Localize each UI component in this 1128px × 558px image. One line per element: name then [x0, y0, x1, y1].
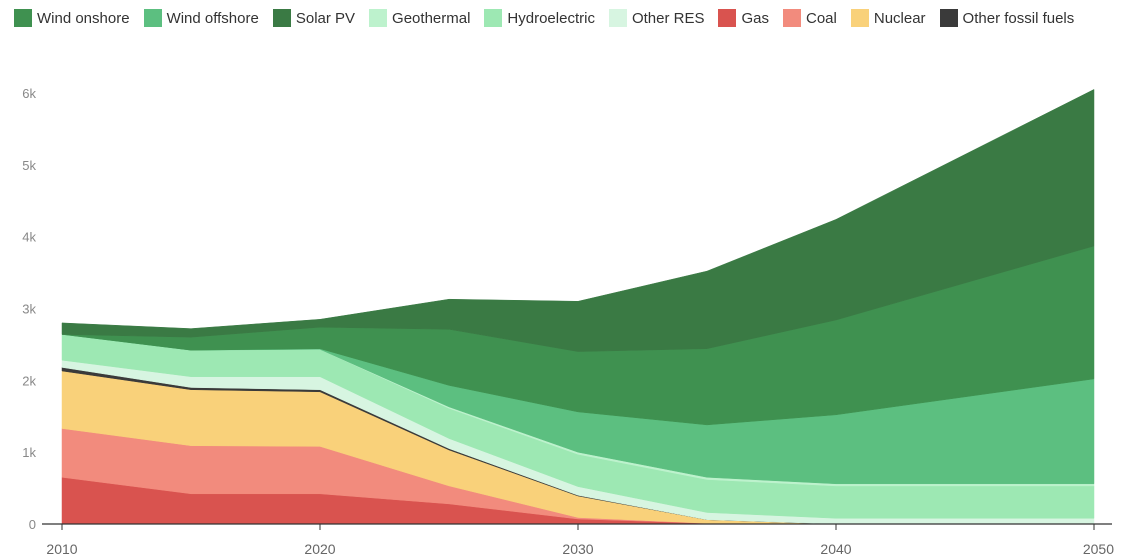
- x-tick-label: 2040: [820, 541, 851, 557]
- legend-swatch: [272, 9, 291, 27]
- legend-item-wind-onshore: Wind onshore: [14, 8, 130, 28]
- legend-swatch: [484, 9, 503, 27]
- legend-swatch: [608, 9, 627, 27]
- y-tick-label: 6k: [22, 86, 36, 101]
- legend-item-coal: Coal: [783, 8, 837, 28]
- y-tick-label: 5k: [22, 158, 36, 173]
- legend-label: Nuclear: [873, 9, 926, 27]
- y-tick-label: 4k: [22, 230, 36, 245]
- area-solar-pv: [61, 88, 1095, 352]
- chart-legend: Wind onshore Wind offshore Solar PV Geother…: [14, 8, 1124, 28]
- legend-item-hydroelectric: Hydroelectric: [484, 8, 595, 28]
- legend-item-geothermal: Geothermal: [369, 8, 470, 28]
- y-tick-label: 0: [29, 517, 36, 532]
- legend-item-gas: Gas: [718, 8, 769, 28]
- legend-swatch: [143, 9, 162, 27]
- x-tick-label: 2050: [1083, 541, 1114, 557]
- legend-swatch: [850, 9, 869, 27]
- legend-label: Other RES: [631, 9, 705, 27]
- legend-label: Wind offshore: [166, 9, 259, 27]
- legend-item-wind-offshore: Wind offshore: [143, 8, 259, 28]
- y-tick-label: 1k: [22, 445, 36, 460]
- legend-item-other-fossil-fuels: Other fossil fuels: [939, 8, 1075, 28]
- y-tick-label: 3k: [22, 302, 36, 317]
- legend-label: Wind onshore: [37, 9, 130, 27]
- legend-label: Other fossil fuels: [962, 9, 1075, 27]
- legend-item-solar-pv: Solar PV: [272, 8, 356, 28]
- y-tick-label: 2k: [22, 373, 36, 388]
- x-tick-label: 2020: [304, 541, 335, 557]
- legend-label: Coal: [806, 9, 837, 27]
- x-tick-label: 2030: [562, 541, 593, 557]
- legend-swatch: [783, 9, 801, 27]
- legend-label: Solar PV: [295, 9, 356, 27]
- legend-item-nuclear: Nuclear: [850, 8, 926, 28]
- area-series-group: [61, 88, 1095, 525]
- legend-label: Gas: [741, 9, 769, 27]
- legend-label: Geothermal: [392, 9, 471, 27]
- legend-label: Hydroelectric: [507, 9, 595, 27]
- legend-swatch: [369, 9, 388, 27]
- axes-group: 0 1k 2k 3k 4k 5k 6k 2010 2020 2030 2040 2050: [22, 86, 1114, 557]
- x-tick-label: 2010: [46, 541, 77, 557]
- legend-item-other-res: Other RES: [608, 8, 705, 28]
- legend-swatch: [14, 9, 32, 27]
- legend-swatch: [939, 9, 958, 27]
- legend-swatch: [718, 9, 737, 27]
